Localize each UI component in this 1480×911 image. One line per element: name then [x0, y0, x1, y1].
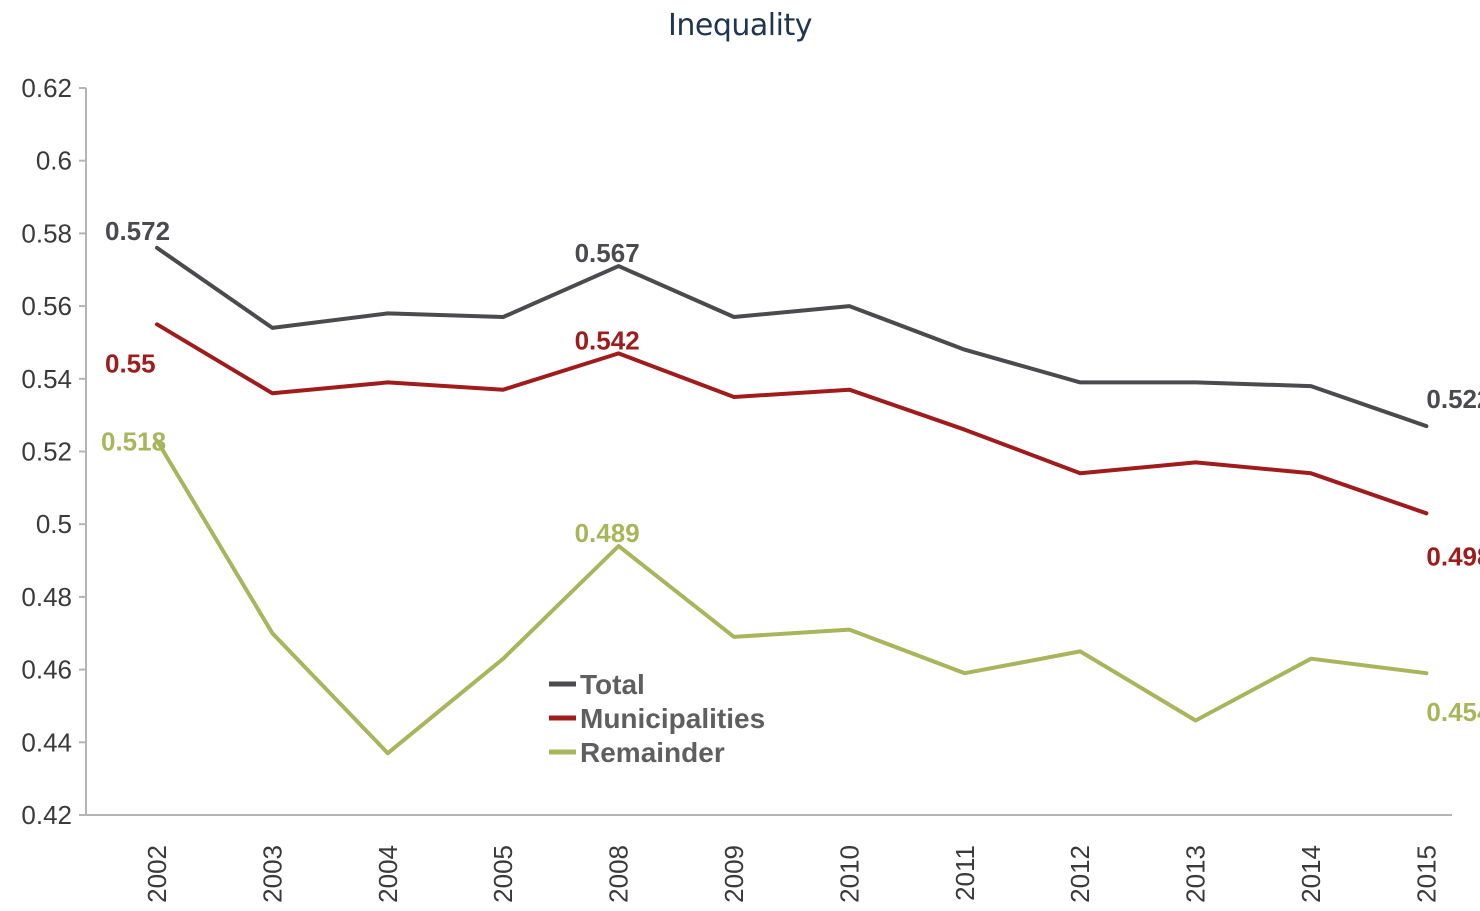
legend-label: Remainder: [580, 737, 725, 768]
x-tick-label: 2002: [142, 845, 172, 903]
data-label-remainder: 0.518: [101, 427, 166, 457]
x-tick-label: 2014: [1296, 845, 1326, 903]
y-tick-label: 0.42: [21, 800, 72, 830]
x-tick-label: 2005: [488, 845, 518, 903]
chart-title: Inequality: [668, 8, 812, 43]
x-tick-label: 2004: [373, 845, 403, 903]
x-tick-label: 2010: [834, 845, 864, 903]
series-line-total: [155, 245, 1429, 429]
y-tick-label: 0.48: [21, 582, 72, 612]
y-tick-label: 0.46: [21, 655, 72, 685]
y-tick-label: 0.52: [21, 437, 72, 467]
y-tick-label: 0.54: [21, 364, 72, 394]
series-line-municipalities: [155, 322, 1429, 516]
data-label-total: 0.572: [105, 216, 170, 246]
x-tick-label: 2009: [719, 845, 749, 903]
legend-label: Municipalities: [580, 703, 765, 734]
data-labels: 0.572 0.567 0.522 0.55 0.542 0.498 0.518 0.489 0…: [101, 216, 1480, 727]
x-tick-label: 2011: [950, 845, 980, 901]
y-tick-label: 0.56: [21, 291, 72, 321]
series-layer: [155, 245, 1429, 756]
data-label-municipalities: 0.55: [105, 348, 156, 378]
y-tick-label: 0.5: [36, 509, 72, 539]
y-tick-label: 0.62: [21, 73, 72, 103]
data-label-municipalities: 0.498: [1426, 541, 1480, 571]
axes: 0.62 0.6 0.58 0.56 0.54 0.52 0.5 0.48 0.46 0.44 0.…: [21, 73, 1452, 903]
legend-label: Total: [580, 669, 645, 700]
x-tick-label: 2012: [1065, 845, 1095, 903]
data-label-remainder: 0.489: [575, 518, 640, 548]
series-line-remainder: [155, 438, 1429, 756]
y-tick-label: 0.58: [21, 218, 72, 248]
x-tick-label: 2015: [1411, 845, 1441, 903]
x-tick-label: 2013: [1181, 845, 1211, 903]
y-tick-label: 0.44: [21, 727, 72, 757]
y-tick-label: 0.6: [36, 146, 72, 176]
data-label-municipalities: 0.542: [575, 325, 640, 355]
data-label-total: 0.567: [575, 238, 640, 268]
data-label-remainder: 0.454: [1426, 697, 1480, 727]
x-tick-label: 2008: [604, 845, 634, 903]
data-label-total: 0.522: [1426, 384, 1480, 414]
x-tick-label: 2003: [257, 845, 287, 903]
